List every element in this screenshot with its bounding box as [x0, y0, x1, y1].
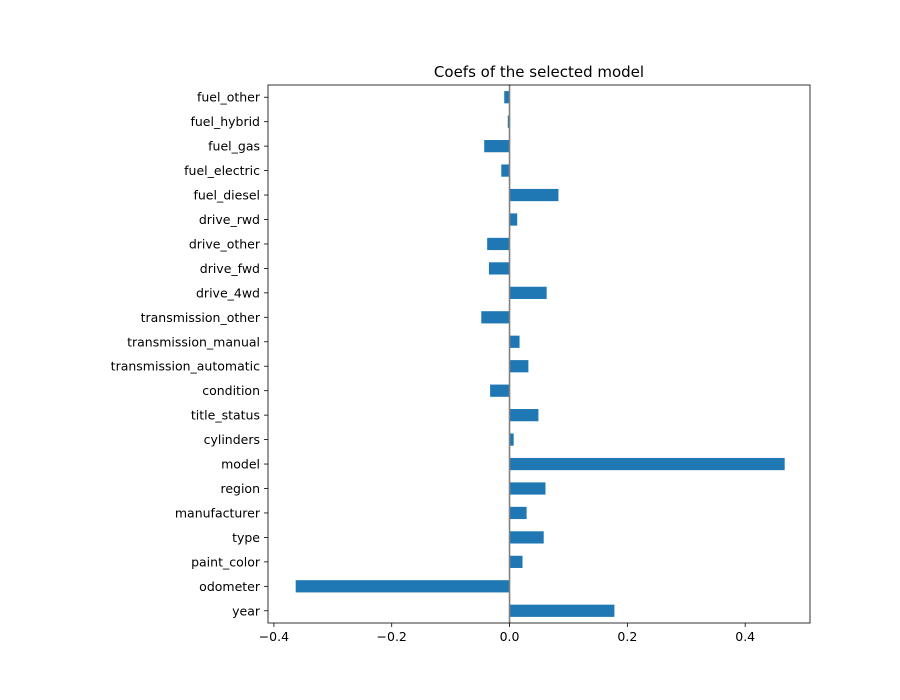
plot-frame	[267, 84, 811, 624]
y-tick-label: transmission_manual	[127, 334, 260, 349]
y-tick-label: title_status	[191, 408, 260, 423]
bar-transmission_manual	[509, 335, 520, 348]
y-tick-label: fuel_gas	[208, 139, 260, 154]
bar-transmission_automatic	[509, 360, 529, 373]
bar-fuel_diesel	[509, 188, 559, 202]
y-tick-label: drive_rwd	[199, 212, 260, 227]
y-tick-label: condition	[202, 383, 260, 398]
x-tick-label: −0.2	[377, 629, 407, 644]
y-tick-label: fuel_diesel	[193, 188, 260, 203]
bar-manufacturer	[509, 506, 527, 520]
y-tick-label: transmission_automatic	[111, 359, 260, 374]
y-tick-label: fuel_other	[197, 90, 261, 105]
y-ticks-layer: fuel_other fuel_hybrid fuel_gas fuel_electr…	[111, 90, 268, 618]
y-tick-label: drive_4wd	[196, 285, 260, 300]
bar-odometer	[295, 580, 510, 593]
bar-fuel_hybrid	[507, 115, 510, 128]
bar-drive_rwd	[509, 213, 518, 226]
chart-title: Coefs of the selected model	[434, 63, 644, 81]
x-tick-label: 0.2	[617, 629, 637, 644]
y-tick-label: manufacturer	[175, 505, 261, 520]
x-tick-label: 0.4	[735, 629, 755, 644]
y-tick-label: fuel_electric	[184, 163, 260, 178]
bar-condition	[490, 384, 510, 397]
y-tick-label: fuel_hybrid	[190, 114, 260, 129]
x-ticks-layer: −0.4 −0.2 0.0 0.2 0.4	[259, 623, 755, 644]
bar-drive_fwd	[488, 262, 510, 275]
x-tick-label: −0.4	[259, 629, 289, 644]
y-tick-label: drive_fwd	[200, 261, 260, 276]
bar-model	[509, 457, 785, 471]
bar-transmission_other	[481, 311, 510, 324]
y-tick-label: cylinders	[204, 432, 260, 447]
y-tick-label: drive_other	[189, 236, 261, 251]
bar-paint_color	[509, 555, 523, 568]
axes-layer	[267, 84, 811, 624]
bar-drive_4wd	[509, 286, 547, 299]
bar-fuel_electric	[501, 164, 510, 177]
bar-fuel_gas	[484, 140, 510, 153]
y-tick-label: year	[232, 603, 261, 618]
y-tick-label: transmission_other	[141, 310, 261, 325]
y-tick-label: paint_color	[191, 554, 261, 569]
bar-drive_other	[487, 237, 510, 251]
bar-year	[509, 604, 615, 617]
y-tick-label: type	[232, 530, 260, 545]
y-tick-label: model	[221, 457, 260, 472]
bar-fuel_other	[504, 91, 510, 104]
bar-region	[509, 482, 546, 495]
bars-layer	[295, 91, 785, 617]
bar-cylinders	[509, 433, 514, 446]
y-tick-label: region	[220, 481, 260, 496]
y-tick-label: odometer	[199, 579, 261, 594]
bar-title_status	[509, 409, 539, 422]
bar-type	[509, 531, 544, 544]
x-tick-label: 0.0	[500, 629, 520, 644]
